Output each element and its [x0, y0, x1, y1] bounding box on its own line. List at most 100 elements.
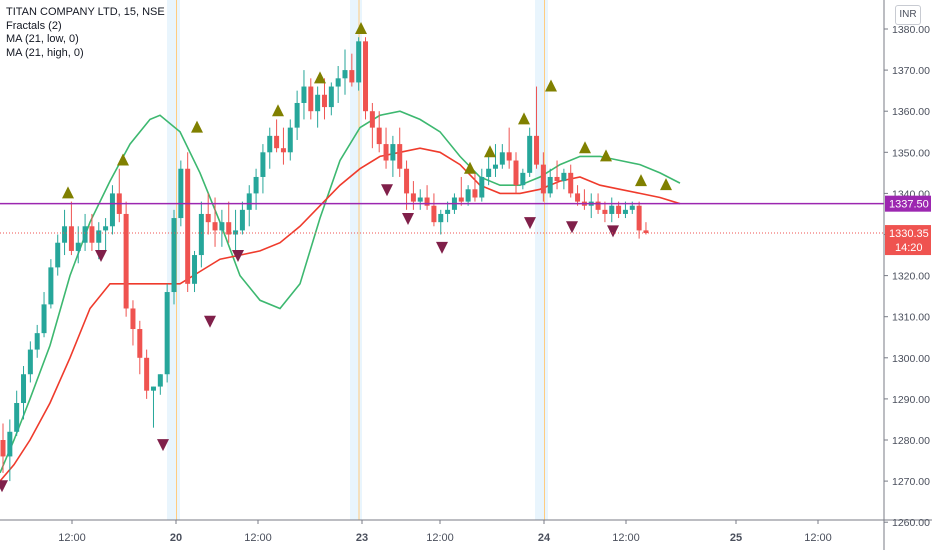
candle	[390, 135, 396, 177]
candle	[68, 201, 74, 256]
fractal-down-marker	[566, 221, 578, 234]
candle	[75, 226, 81, 264]
candle	[328, 82, 334, 116]
candle	[363, 37, 369, 120]
candle-body	[96, 230, 102, 243]
fractal-down-marker	[436, 241, 448, 254]
candle-body	[150, 386, 156, 391]
candle-body	[561, 172, 567, 182]
candle-body	[404, 168, 410, 194]
candle-body	[233, 230, 239, 235]
candle-body	[205, 213, 211, 223]
candle-body	[321, 94, 327, 108]
candle-body	[616, 205, 622, 214]
candle-body	[62, 226, 68, 243]
candle-body	[383, 144, 389, 161]
candle-body	[192, 255, 198, 284]
candle-body	[520, 172, 526, 186]
last-price-label-text: 1330.35	[889, 228, 929, 240]
candle-body	[609, 205, 615, 214]
candle-body	[363, 41, 369, 112]
candle	[568, 164, 574, 198]
x-tick-label: 23	[356, 532, 368, 544]
chart-legend: TITAN COMPANY LTD, 15, NSE Fractals (2) …	[6, 6, 165, 60]
candle-body	[178, 168, 184, 219]
candle-body	[75, 242, 81, 251]
candle-body	[219, 222, 225, 231]
candle	[21, 366, 27, 420]
candle-body	[253, 176, 259, 194]
candle	[116, 168, 122, 223]
candle-body	[527, 135, 533, 173]
candle-body	[198, 213, 204, 256]
candle	[7, 419, 13, 482]
candle-body	[390, 144, 396, 161]
candle	[308, 78, 314, 120]
candle	[520, 168, 526, 190]
y-tick-label: 1370.00	[892, 65, 930, 77]
candle-body	[144, 357, 150, 391]
legend-ma-low[interactable]: MA (21, low, 0)	[6, 33, 79, 45]
candle	[424, 185, 430, 210]
candle	[499, 144, 505, 169]
fractal-up-marker	[62, 186, 74, 199]
candle-body	[356, 41, 362, 83]
candle	[246, 185, 252, 227]
candle-body	[55, 242, 61, 268]
candle-body	[267, 135, 273, 153]
candle	[103, 218, 109, 251]
candle	[445, 201, 451, 223]
candle	[588, 193, 594, 219]
x-tick-label: 20	[170, 532, 182, 544]
fractal-up-marker	[518, 112, 530, 125]
fractal-down-marker	[95, 250, 107, 263]
legend-title: TITAN COMPANY LTD, 15, NSE	[6, 6, 165, 18]
fractal-down-marker	[381, 184, 393, 197]
candle	[369, 102, 375, 149]
candle-body	[369, 111, 375, 128]
currency-button[interactable]: INR	[895, 5, 921, 25]
candle-body	[14, 403, 20, 432]
candle-body	[602, 209, 608, 214]
x-tick-label: 12:00	[244, 532, 272, 544]
candle-body	[7, 431, 13, 457]
candle-body	[438, 213, 444, 223]
candle-body	[479, 176, 485, 198]
candle	[123, 201, 129, 317]
session-band	[535, 0, 548, 520]
x-tick-label: 12:00	[804, 532, 832, 544]
candle	[321, 78, 327, 120]
fractal-up-marker	[635, 174, 647, 187]
candle	[479, 168, 485, 202]
price-axis-bg	[884, 0, 932, 550]
fractal-down-marker	[0, 480, 8, 493]
candle-body	[123, 213, 129, 309]
legend-ma-high[interactable]: MA (21, high, 0)	[6, 46, 84, 59]
candle	[164, 283, 170, 383]
candle	[431, 193, 437, 227]
candle-body	[465, 189, 471, 202]
candle	[157, 374, 163, 395]
candle-body	[431, 205, 437, 223]
legend-fractals[interactable]: Fractals (2)	[6, 19, 62, 32]
candle-body	[171, 218, 177, 293]
x-tick-label: 24	[538, 532, 551, 544]
candle-body	[308, 86, 314, 112]
candle	[465, 185, 471, 206]
candle	[27, 341, 33, 383]
candle	[581, 189, 587, 210]
candle-body	[260, 152, 266, 177]
candle-body	[328, 86, 334, 108]
x-tick-label: 12:00	[58, 532, 86, 544]
time-axis-bg	[0, 520, 932, 550]
fractal-up-marker	[464, 161, 476, 174]
candle	[150, 386, 156, 428]
candle	[534, 86, 540, 169]
candle-body	[239, 209, 245, 231]
fractal-up-marker	[272, 104, 284, 117]
plot-area	[0, 0, 681, 520]
candle	[82, 213, 88, 251]
candle	[260, 144, 266, 194]
